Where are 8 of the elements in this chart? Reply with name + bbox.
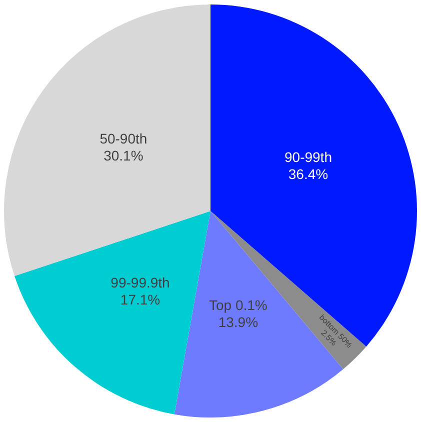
data-label: 13.9% <box>218 314 258 330</box>
slice-label: 90-99th <box>284 148 332 165</box>
data-label: 30.1% <box>104 147 144 164</box>
data-label: 36.4% <box>288 166 328 182</box>
slice-label: 99-99.9th <box>110 274 170 291</box>
slice-label: 50-90th <box>100 130 148 147</box>
slice-label: Top 0.1% <box>208 297 268 314</box>
data-label: 17.1% <box>120 291 160 308</box>
